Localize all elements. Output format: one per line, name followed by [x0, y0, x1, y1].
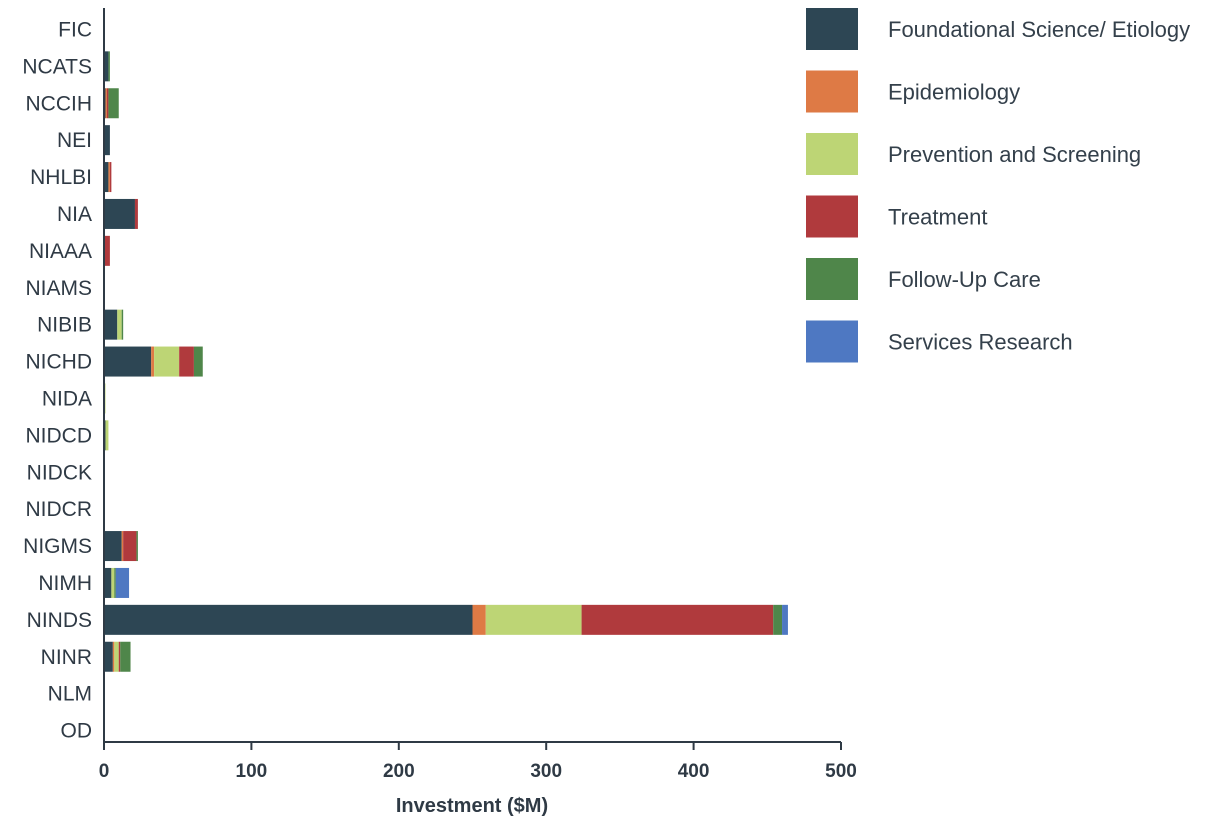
- bar-nhlbi-series-3: [109, 162, 112, 193]
- bar-nhlbi-series-1: [108, 162, 110, 193]
- x-tick-label: 100: [236, 761, 268, 782]
- bar-ninds-series-0: [104, 604, 473, 635]
- bar-nibib-series-0: [104, 309, 118, 340]
- x-tick-label: 400: [678, 761, 710, 782]
- bar-nigms-series-1: [121, 531, 124, 562]
- bar-nichd-series-2: [154, 346, 180, 377]
- legend-swatch: [806, 258, 858, 300]
- bar-ninr-series-1: [112, 641, 115, 672]
- bar-nigms-series-4: [136, 531, 138, 562]
- bar-nidcd-series-2: [105, 420, 109, 451]
- bar-nimh-series-2: [111, 567, 115, 598]
- category-label-nei: NEI: [57, 129, 92, 152]
- category-label-nccih: NCCIH: [26, 92, 93, 115]
- category-label-ncats: NCATS: [22, 55, 92, 78]
- category-label-nidck: NIDCK: [27, 461, 92, 484]
- category-label-od: OD: [61, 720, 93, 743]
- category-label-nhlbi: NHLBI: [30, 166, 92, 189]
- legend-label: Treatment: [888, 205, 987, 230]
- bar-nigms-series-0: [104, 531, 122, 562]
- x-tick-label: 0: [99, 761, 110, 782]
- bars-group: [104, 14, 788, 672]
- category-label-niams: NIAMS: [25, 277, 92, 300]
- bar-nimh-series-5: [115, 567, 130, 598]
- bar-nibib-series-2: [117, 309, 122, 340]
- category-labels: FIC NCATS NCCIH NEI NHLBI NIA NIAAA NIAMS NIBIB N…: [22, 18, 92, 742]
- bar-nccih-series-1: [105, 88, 107, 119]
- category-label-nibib: NIBIB: [37, 314, 92, 337]
- bar-ninr-series-3: [118, 641, 121, 672]
- category-label-ninr: NINR: [41, 646, 92, 669]
- bar-nibib-series-4: [121, 309, 124, 340]
- legend: Foundational Science/ Etiology Epidemiolo…: [806, 8, 1190, 363]
- legend-swatch: [806, 133, 858, 175]
- bar-ninds-series-4: [773, 604, 783, 635]
- category-label-nidcd: NIDCD: [26, 424, 93, 447]
- category-label-ninds: NINDS: [27, 609, 92, 632]
- bar-ninds-series-1: [472, 604, 486, 635]
- bar-nei-series-0: [104, 125, 110, 156]
- bar-nhlbi-series-0: [104, 162, 109, 193]
- bar-nichd-series-1: [151, 346, 155, 377]
- bar-ninr-series-4: [120, 641, 131, 672]
- category-label-nigms: NIGMS: [23, 535, 92, 558]
- bar-ninds-series-5: [782, 604, 788, 635]
- x-tick-label: 200: [383, 761, 415, 782]
- legend-swatch: [806, 320, 858, 363]
- legend-label: Services Research: [888, 330, 1073, 355]
- bar-nimh-series-4: [114, 567, 116, 598]
- bar-nichd-series-4: [193, 346, 203, 377]
- category-label-fic: FIC: [58, 18, 92, 41]
- legend-label: Epidemiology: [888, 80, 1020, 105]
- bar-nccih-series-4: [108, 88, 119, 119]
- bar-ninds-series-3: [581, 604, 774, 635]
- category-label-nia: NIA: [57, 203, 92, 226]
- category-label-nida: NIDA: [42, 387, 92, 410]
- bar-nia-series-3: [134, 198, 138, 229]
- x-axis-title: Investment ($M): [396, 795, 548, 817]
- bar-niaaa-series-3: [104, 235, 110, 266]
- bar-nimh-series-0: [104, 567, 112, 598]
- legend-label: Foundational Science/ Etiology: [888, 17, 1190, 42]
- bar-nigms-series-3: [123, 531, 137, 562]
- legend-swatch: [806, 70, 858, 113]
- category-label-nichd: NICHD: [26, 351, 93, 374]
- legend-label: Follow-Up Care: [888, 267, 1041, 292]
- category-label-nimh: NIMH: [38, 572, 92, 595]
- bar-ninr-series-0: [104, 641, 113, 672]
- category-label-niaaa: NIAAA: [29, 240, 92, 263]
- category-label-nlm: NLM: [48, 683, 92, 706]
- x-axis-ticks: 0 100 200 300 400 500: [99, 742, 857, 782]
- bar-ncats-series-0: [104, 51, 109, 82]
- bar-nia-series-0: [104, 198, 135, 229]
- x-tick-label: 500: [825, 761, 857, 782]
- bar-ncats-series-4: [108, 51, 110, 82]
- bar-nccih-series-3: [106, 88, 109, 119]
- bar-ninr-series-2: [114, 641, 119, 672]
- bar-nichd-series-0: [104, 346, 152, 377]
- legend-label: Prevention and Screening: [888, 142, 1141, 167]
- legend-swatch: [806, 195, 858, 238]
- category-label-nidcr: NIDCR: [26, 498, 93, 521]
- bar-ninds-series-2: [485, 604, 582, 635]
- legend-swatch: [806, 8, 858, 50]
- x-tick-label: 300: [530, 761, 562, 782]
- bar-nichd-series-3: [179, 346, 194, 377]
